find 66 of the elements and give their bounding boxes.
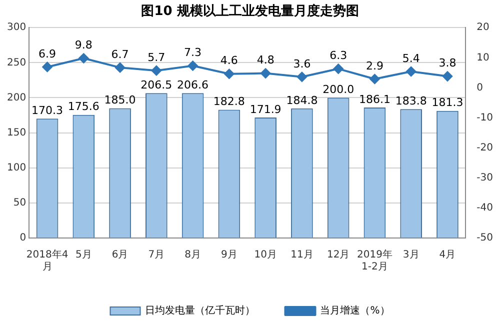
data-label: 3.6 <box>293 57 311 70</box>
data-label: 183.8 <box>395 94 427 108</box>
x-tick-label: 7月 <box>148 250 165 261</box>
data-label: 9.8 <box>74 38 92 52</box>
x-tick-label: 2018年4 月 <box>26 248 68 273</box>
data-label: 6.9 <box>38 47 56 60</box>
point <box>115 62 126 73</box>
y-tick-label: 100 <box>6 162 26 174</box>
point <box>333 64 344 74</box>
point <box>224 68 234 79</box>
y2-tick-label: 0 <box>476 82 484 94</box>
point <box>406 66 416 76</box>
y-tick-label: 300 <box>6 22 26 34</box>
data-label: 6.3 <box>330 49 348 62</box>
data-label: 5.7 <box>148 50 166 64</box>
data-label: 2.9 <box>366 59 384 72</box>
x-tick-label: 3月 <box>402 250 420 261</box>
data-label: 206.5 <box>140 78 172 92</box>
data-label: 7.3 <box>184 46 202 60</box>
y2-tick-label: -20 <box>476 142 494 154</box>
x-tick-label: 6月 <box>112 250 128 261</box>
data-label: 206.6 <box>177 78 209 92</box>
y-tick-label: 50 <box>13 198 26 209</box>
data-label: 181.3 <box>432 96 464 110</box>
y-tick-label: 150 <box>6 127 26 138</box>
point <box>442 71 452 82</box>
y2-tick-label: 10 <box>476 52 490 64</box>
data-label: 4.8 <box>256 54 274 67</box>
y2-tick-label: -30 <box>476 172 494 184</box>
data-label: 5.4 <box>402 52 420 65</box>
data-label: 6.7 <box>111 48 129 61</box>
data-label: 170.3 <box>32 104 64 117</box>
y-tick-label: 200 <box>6 92 26 104</box>
data-label: 4.6 <box>220 54 238 68</box>
point <box>296 72 307 82</box>
y-tick-label: 0 <box>20 232 26 244</box>
x-tick-label: 2019年 1-2月 <box>356 248 392 273</box>
point <box>78 53 89 64</box>
legend-label: 当月增速（%） <box>320 304 390 317</box>
x-tick-label: 5月 <box>75 250 92 261</box>
point <box>188 60 198 71</box>
data-label: 185.0 <box>104 94 136 107</box>
x-tick-label: 4月 <box>439 250 456 261</box>
data-label: 184.8 <box>286 94 318 107</box>
point <box>42 62 52 72</box>
data-label: 175.6 <box>68 100 100 114</box>
y2-tick-label: 20 <box>476 22 490 34</box>
point <box>260 68 271 78</box>
point <box>370 74 380 84</box>
data-label: 171.9 <box>250 102 282 116</box>
data-label: 200.0 <box>322 83 354 96</box>
data-label: 3.8 <box>438 56 456 70</box>
chart-title: 图10 规模以上工业发电量月度走势图 <box>141 3 359 20</box>
legend-label: 日均发电量（亿千瓦时） <box>145 304 256 317</box>
x-tick-label: 12月 <box>326 250 350 261</box>
y-tick-label: 250 <box>6 57 26 68</box>
y2-tick-label: -50 <box>476 232 494 244</box>
y2-tick-label: -40 <box>476 202 494 214</box>
x-tick-label: 8月 <box>184 250 201 261</box>
data-label: 182.8 <box>213 95 245 108</box>
x-tick-label: 9月 <box>221 250 238 261</box>
x-tick-label: 11月 <box>290 250 314 261</box>
point <box>151 66 162 76</box>
y2-tick-label: -10 <box>476 112 494 124</box>
data-label: 186.1 <box>358 92 390 106</box>
x-tick-label: 10月 <box>254 250 277 261</box>
